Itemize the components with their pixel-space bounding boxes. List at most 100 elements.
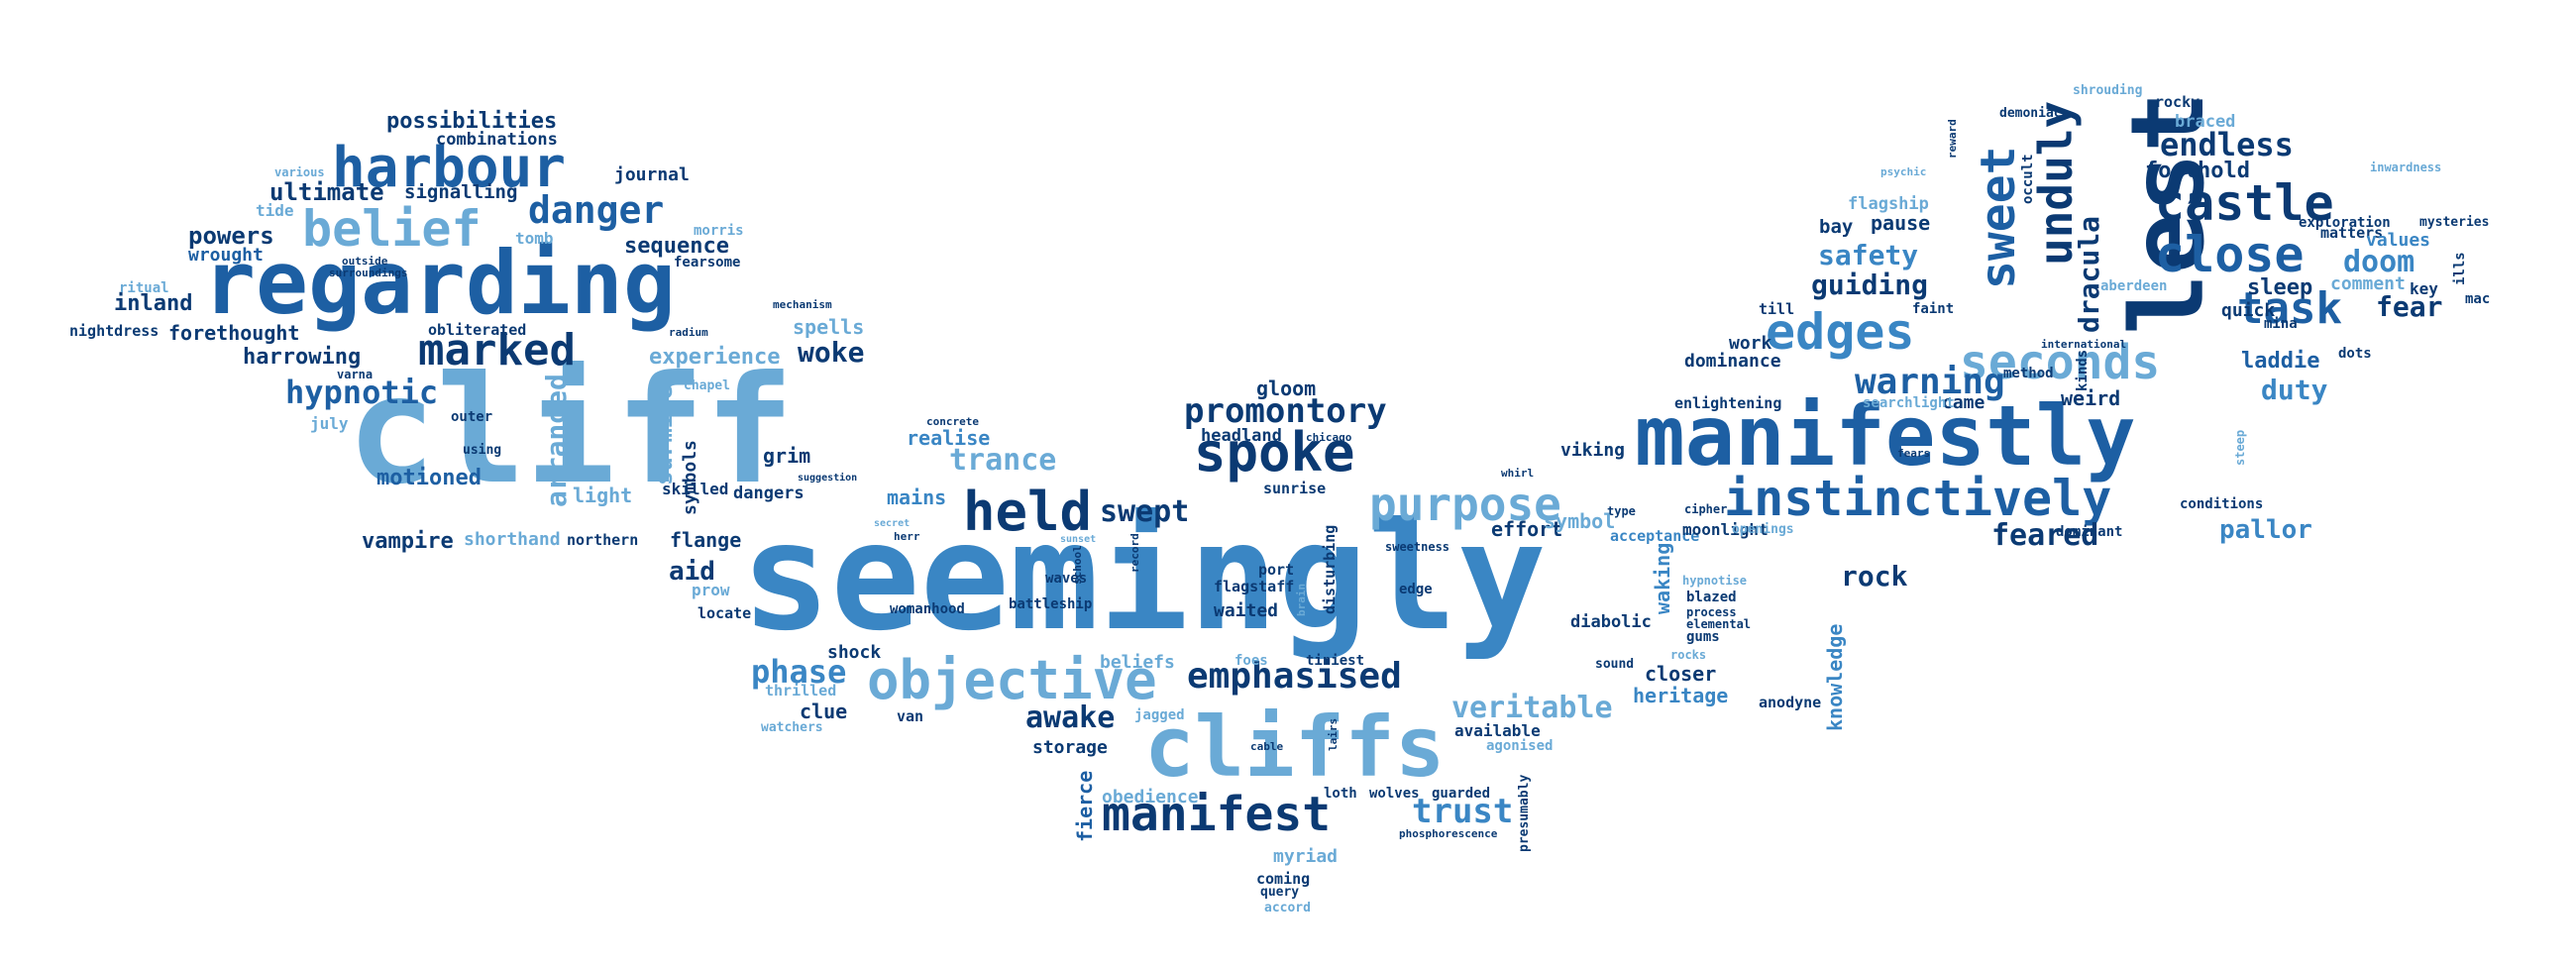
word: manifestly bbox=[1635, 387, 2136, 484]
word: skilled bbox=[662, 480, 729, 498]
word: till bbox=[1759, 300, 1795, 318]
word: fear bbox=[2376, 290, 2443, 323]
word: heritage bbox=[1633, 684, 1729, 707]
word: emphasised bbox=[1187, 656, 1402, 697]
word: battleship bbox=[1009, 596, 1093, 612]
word: prow bbox=[692, 581, 730, 599]
word: edges bbox=[1766, 303, 1915, 361]
word: cliffs bbox=[1144, 699, 1446, 796]
word: ills bbox=[2452, 252, 2468, 285]
word: pallor bbox=[2219, 515, 2312, 545]
word: regarding bbox=[203, 232, 676, 334]
word: harrowing bbox=[243, 345, 362, 370]
word: weird bbox=[2061, 386, 2121, 410]
word: guiding bbox=[1811, 269, 1929, 301]
word: conditions bbox=[2180, 496, 2264, 512]
word: fierce bbox=[1073, 770, 1097, 842]
word: cliff bbox=[347, 345, 795, 517]
word: seemingly bbox=[741, 491, 1547, 664]
word: waking bbox=[1651, 542, 1674, 614]
word: fears bbox=[1897, 447, 1931, 460]
word: trust bbox=[1412, 792, 1514, 831]
word: demoniac bbox=[1999, 106, 2062, 121]
word: values bbox=[2366, 230, 2431, 251]
word: gums bbox=[1686, 629, 1720, 645]
word: hypnotic bbox=[285, 374, 439, 411]
word: outside bbox=[342, 255, 388, 268]
word: danger bbox=[528, 188, 665, 232]
word: pause bbox=[1871, 211, 1931, 235]
word: shrouding bbox=[2073, 83, 2143, 98]
word: symbols bbox=[680, 440, 700, 515]
word: cipher bbox=[1684, 502, 1728, 516]
word: presumably bbox=[1517, 774, 1532, 852]
word: cable bbox=[1250, 740, 1284, 753]
word: came bbox=[1942, 392, 1986, 413]
word: phase bbox=[751, 653, 847, 691]
word: endless bbox=[2160, 126, 2294, 163]
word: disturbing bbox=[1321, 524, 1339, 614]
word: suggestion bbox=[798, 473, 858, 484]
word: sweetness bbox=[1385, 540, 1450, 554]
word: international bbox=[2041, 338, 2127, 351]
word: flagstaff bbox=[1214, 578, 1295, 595]
word: dangers bbox=[733, 484, 805, 503]
word: surmise bbox=[650, 384, 678, 485]
word: available bbox=[1454, 721, 1541, 740]
word: journal bbox=[614, 164, 690, 185]
word: dominant bbox=[2056, 524, 2123, 540]
word: outer bbox=[451, 409, 493, 425]
word: acceptance bbox=[1610, 527, 1700, 545]
word: method bbox=[2003, 366, 2054, 381]
word: mechanism bbox=[773, 298, 832, 311]
word: awake bbox=[1025, 700, 1116, 735]
word: rocks bbox=[1670, 648, 1707, 662]
word: mac bbox=[2465, 291, 2491, 307]
word: tiniest bbox=[1306, 653, 1365, 669]
word: matters bbox=[2320, 224, 2384, 242]
word: inland bbox=[114, 291, 193, 316]
word: ritual bbox=[119, 280, 169, 296]
word: realise bbox=[907, 426, 991, 450]
word: secret bbox=[874, 518, 911, 529]
word: edge bbox=[1399, 582, 1433, 597]
word: various bbox=[274, 165, 325, 179]
word: mains bbox=[887, 485, 947, 509]
word: morris bbox=[694, 223, 744, 239]
word: ultimate bbox=[269, 178, 384, 206]
word: concrete bbox=[926, 415, 979, 428]
word: spells bbox=[793, 315, 865, 339]
word: foothold bbox=[2145, 159, 2250, 183]
word: agonised bbox=[1486, 738, 1554, 754]
word: lairs bbox=[1327, 717, 1340, 751]
word: process bbox=[1686, 605, 1737, 619]
word: obliterated bbox=[428, 321, 527, 339]
word: exploration bbox=[2299, 215, 2391, 231]
word: feared bbox=[1991, 518, 2099, 553]
word: july bbox=[310, 414, 349, 433]
word: query bbox=[1260, 885, 1300, 900]
word: reward bbox=[1946, 119, 1959, 159]
word: port bbox=[1258, 561, 1295, 579]
word: blazed bbox=[1686, 590, 1737, 605]
word: headland bbox=[1201, 426, 1282, 446]
word: signalling bbox=[404, 181, 518, 203]
word: effort bbox=[1491, 517, 1563, 541]
word: locate bbox=[698, 604, 752, 622]
word: objective bbox=[867, 649, 1157, 711]
word: thrilled bbox=[765, 682, 837, 700]
word: woke bbox=[798, 336, 865, 369]
word: sound bbox=[1595, 657, 1635, 672]
word: dots bbox=[2338, 346, 2372, 362]
word: arranged bbox=[540, 374, 573, 507]
word: beliefs bbox=[1100, 652, 1175, 673]
word: forethought bbox=[168, 321, 300, 345]
word: close bbox=[2155, 226, 2305, 283]
word: instinctively bbox=[1724, 470, 2112, 527]
word: promontory bbox=[1184, 391, 1387, 431]
word: rocky bbox=[2155, 93, 2200, 111]
word: jagged bbox=[1134, 707, 1185, 723]
word: varna bbox=[337, 368, 374, 381]
word: psychic bbox=[1880, 165, 1927, 178]
word: loth bbox=[1324, 786, 1357, 802]
